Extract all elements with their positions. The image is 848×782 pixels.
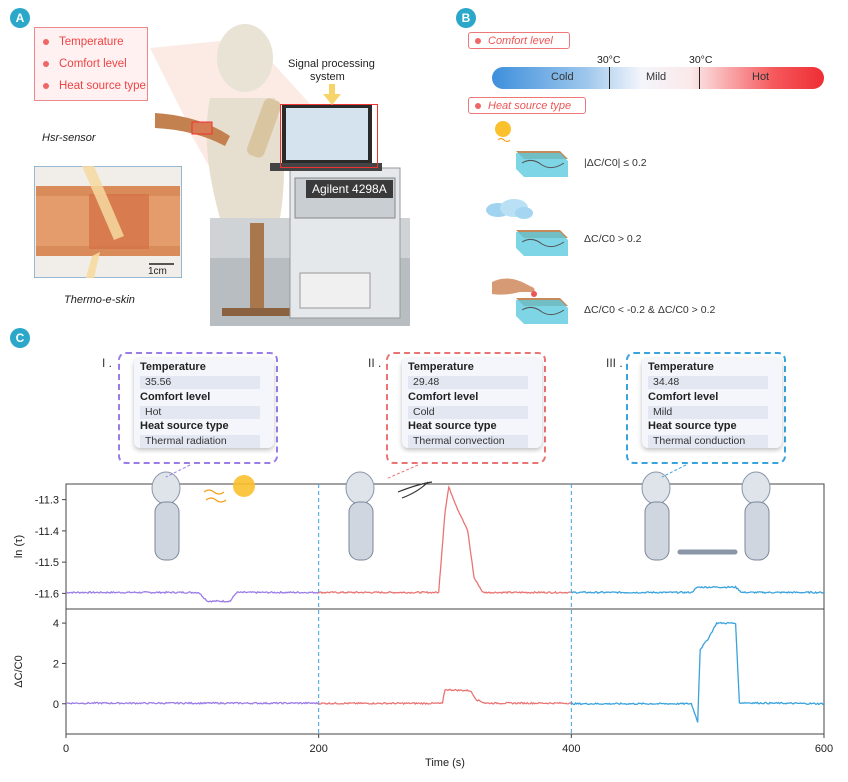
panel-a-legend: Temperature Comfort level Heat source ty… bbox=[34, 27, 148, 101]
wind-icon bbox=[397, 481, 433, 499]
card-pointers bbox=[165, 464, 687, 480]
card-2-source-label: Heat source type bbox=[408, 420, 497, 432]
instrument-label: Agilent 4298A bbox=[306, 180, 393, 198]
card-1-comfort-value: Hot bbox=[140, 406, 260, 419]
robot-icon-1 bbox=[151, 471, 181, 561]
plot-frame-1 bbox=[65, 483, 825, 610]
ytick-label-2-2: 4 bbox=[53, 618, 59, 630]
bar-label-mild: Mild bbox=[646, 71, 667, 83]
card-2-comfort-label: Comfort level bbox=[408, 391, 479, 403]
series-line-1-2 bbox=[318, 485, 572, 595]
card-3-comfort-label: Comfort level bbox=[648, 391, 719, 403]
card-1-roman: I . bbox=[102, 356, 113, 370]
ytick-label-1-3: -11.6 bbox=[35, 588, 59, 600]
series-line-2-2 bbox=[318, 688, 572, 706]
info-card-1: Temperature 35.56 Comfort level Hot Heat… bbox=[118, 352, 278, 464]
card-2-comfort-value: Cold bbox=[408, 406, 528, 419]
panel-a-label: A bbox=[10, 8, 30, 28]
cloud-icon bbox=[486, 199, 533, 219]
xlabel: Time (s) bbox=[425, 757, 465, 769]
scale-bar-label: 1cm bbox=[148, 266, 167, 277]
ytick-label-1-1: -11.4 bbox=[35, 526, 59, 538]
card-1-source-value: Thermal radiation bbox=[140, 435, 260, 448]
comfort-level-pill: Comfort level bbox=[468, 32, 570, 49]
card-1-source-label: Heat source type bbox=[140, 420, 229, 432]
legend-comfort: Comfort level bbox=[43, 58, 127, 70]
heat-source-pill: Heat source type bbox=[468, 97, 586, 114]
setup-photo bbox=[150, 24, 410, 326]
comfort-gradient-bar bbox=[492, 67, 824, 89]
ytick-label-1-0: -11.3 bbox=[35, 495, 59, 507]
xtick-label-3: 600 bbox=[815, 743, 833, 755]
series-line-2-3 bbox=[571, 621, 825, 723]
threshold-label-1: 30°C bbox=[597, 54, 621, 66]
card-1-temperature-value: 35.56 bbox=[140, 376, 260, 389]
legend-temperature: Temperature bbox=[43, 36, 124, 48]
laptop-highlight bbox=[280, 104, 378, 168]
ytick-label-2-0: 0 bbox=[53, 699, 59, 711]
card-1-temperature-label: Temperature bbox=[140, 361, 206, 373]
info-card-2: Temperature 29.48 Comfort level Cold Hea… bbox=[386, 352, 546, 464]
card-3-comfort-value: Mild bbox=[648, 406, 768, 419]
sensor-response-chart: -11.3 -11.4 -11.5 -11.6 ln (τ) 0 2 4 ΔC/C0 0 200 40… bbox=[13, 471, 833, 769]
finger-icon bbox=[492, 278, 537, 297]
card-3-roman: III . bbox=[606, 356, 623, 370]
ylabel-2: ΔC/C0 bbox=[13, 655, 25, 687]
xtick-label-1: 200 bbox=[309, 743, 327, 755]
bar-label-hot: Hot bbox=[752, 71, 770, 83]
sensor-inset-photo bbox=[34, 166, 182, 278]
xtick-label-0: 0 bbox=[63, 743, 69, 755]
threshold-label-2: 30°C bbox=[689, 54, 713, 66]
bar-label-cold: Cold bbox=[551, 71, 574, 83]
card-2-temperature-label: Temperature bbox=[408, 361, 474, 373]
card-1-comfort-label: Comfort level bbox=[140, 391, 211, 403]
card-2-source-value: Thermal convection bbox=[408, 435, 528, 448]
thermo-skin-label: Thermo-e-skin bbox=[64, 294, 135, 306]
xtick-label-2: 400 bbox=[562, 743, 580, 755]
hsr-sensor-label: Hsr-sensor bbox=[42, 132, 96, 144]
threshold-tick-1 bbox=[609, 67, 610, 89]
series-line-2-1 bbox=[65, 701, 319, 705]
card-3-temperature-label: Temperature bbox=[648, 361, 714, 373]
signal-label-line1: Signal processing bbox=[288, 58, 375, 70]
card-3-source-label: Heat source type bbox=[648, 420, 737, 432]
device-illustration-1 bbox=[516, 151, 568, 177]
card-2-temperature-value: 29.48 bbox=[408, 376, 528, 389]
robot-icon-4 bbox=[677, 471, 771, 561]
condition-row-3: ΔC/C0 < -0.2 & ΔC/C0 > 0.2 bbox=[584, 304, 716, 316]
threshold-tick-2 bbox=[699, 67, 700, 89]
plot-frame-2 bbox=[65, 608, 825, 735]
ytick-label-1-2: -11.5 bbox=[35, 557, 59, 569]
condition-row-2: ΔC/C0 > 0.2 bbox=[584, 233, 642, 245]
device-illustration-2 bbox=[516, 230, 568, 256]
robot-icon-2 bbox=[345, 471, 375, 561]
device-illustration-3 bbox=[516, 298, 568, 324]
ytick-label-2-1: 2 bbox=[53, 658, 59, 670]
condition-row-1: |ΔC/C0| ≤ 0.2 bbox=[584, 157, 647, 169]
card-3-source-value: Thermal conduction bbox=[648, 435, 768, 448]
panel-c-label: C bbox=[10, 328, 30, 348]
sun-radiation-icon bbox=[203, 475, 255, 503]
ylabel-1: ln (τ) bbox=[13, 535, 25, 558]
signal-arrow-icon bbox=[323, 84, 341, 105]
legend-heat-source: Heat source type bbox=[43, 80, 146, 92]
series-line-1-3 bbox=[570, 585, 825, 595]
robot-icon-3 bbox=[641, 471, 671, 561]
info-card-3: Temperature 34.48 Comfort level Mild Hea… bbox=[626, 352, 786, 464]
card-2-roman: II . bbox=[368, 356, 382, 370]
panel-b-label: B bbox=[456, 8, 476, 28]
card-3-temperature-value: 34.48 bbox=[648, 376, 768, 389]
series-line-1-1 bbox=[65, 590, 320, 603]
signal-label-line2: system bbox=[310, 71, 345, 83]
sun-icon bbox=[495, 121, 511, 143]
